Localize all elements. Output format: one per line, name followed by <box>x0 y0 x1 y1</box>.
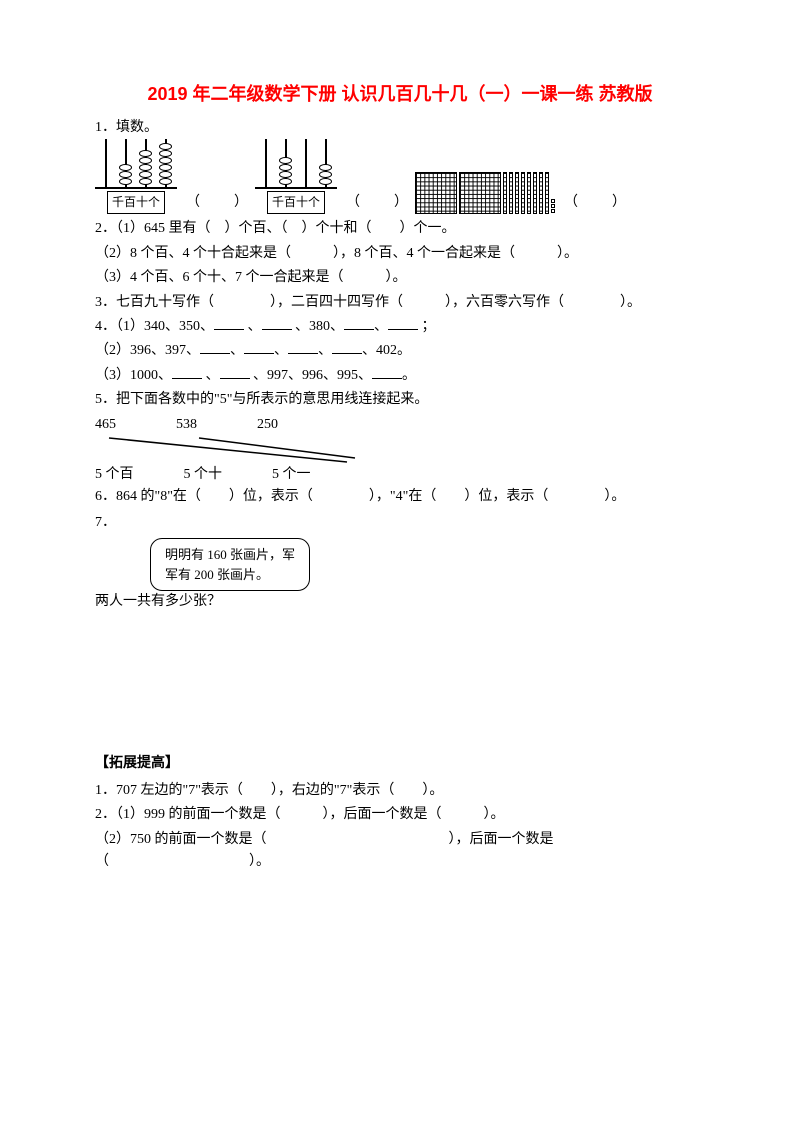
q7-box-l2: 军有 200 张画片。 <box>165 565 295 585</box>
abacus-1-label: 千百十个 <box>107 191 165 214</box>
q7-label: 7． <box>95 512 705 534</box>
q1-blank-2: （ ） <box>346 192 410 214</box>
q1-blank-1: （ ） <box>186 192 250 214</box>
q1-label: 1．填数。 <box>95 117 705 139</box>
q1-blank-3: （ ） <box>564 192 628 214</box>
q7-speech-box: 明明有 160 张画片，军 军有 200 张画片。 <box>150 538 310 591</box>
q5-num-2: 250 <box>257 414 278 436</box>
q5-lines <box>95 436 705 464</box>
q5-numbers: 465 538 250 <box>95 414 705 436</box>
abacus-2: 千百十个 <box>255 141 337 214</box>
q5-labels: 5 个百 5 个十 5 个一 <box>95 464 705 486</box>
q5-num-0: 465 <box>95 414 116 436</box>
q5-label-0: 5 个百 <box>95 464 134 486</box>
ext-header: 【拓展提高】 <box>95 753 705 775</box>
q4-line2: （2）396、397、、、、、402。 <box>95 340 705 362</box>
ext-l2: 2．（1）999 的前面一个数是（ ），后面一个数是（ ）。 <box>95 804 705 826</box>
q7-question: 两人一共有多少张？ <box>95 591 705 613</box>
q7-box-l1: 明明有 160 张画片，军 <box>165 545 295 565</box>
q3: 3．七百九十写作（ ），二百四十四写作（ ），六百零六写作（ ）。 <box>95 292 705 314</box>
abacus-2-label: 千百十个 <box>267 191 325 214</box>
q5-label-1: 5 个十 <box>184 464 223 486</box>
document-title: 2019 年二年级数学下册 认识几百几十几（一）一课一练 苏教版 <box>95 80 705 109</box>
ext-l1: 1．707 左边的"7"表示（ ），右边的"7"表示（ ）。 <box>95 780 705 802</box>
q2-line2: （2）8 个百、4 个十合起来是（ ），8 个百、4 个一合起来是（ ）。 <box>95 243 705 265</box>
q4-line3: （3）1000、 、 、997、996、995、。 <box>95 365 705 387</box>
q4-line1: 4．（1）340、350、 、 、380、、 ； <box>95 316 705 338</box>
q5-label-2: 5 个一 <box>272 464 311 486</box>
q5-header: 5．把下面各数中的"5"与所表示的意思用线连接起来。 <box>95 389 705 411</box>
q2-line3: （3）4 个百、6 个十、7 个一合起来是（ ）。 <box>95 267 705 289</box>
abacus-1: 千百十个 <box>95 141 177 214</box>
ext-l3: （2）750 的前面一个数是（ ），后面一个数是（ ）。 <box>95 829 705 874</box>
q2-line1: 2．（1）645 里有（ ）个百、（ ）个十和（ ）个一。 <box>95 218 705 240</box>
blocks-figure <box>415 172 555 214</box>
q1-figures: 千百十个 （ ） 千百十个 （ ） （ <box>95 141 705 214</box>
q5-num-1: 538 <box>176 414 197 436</box>
q6: 6．864 的"8"在（ ）位，表示（ ），"4"在（ ）位，表示（ ）。 <box>95 486 705 508</box>
